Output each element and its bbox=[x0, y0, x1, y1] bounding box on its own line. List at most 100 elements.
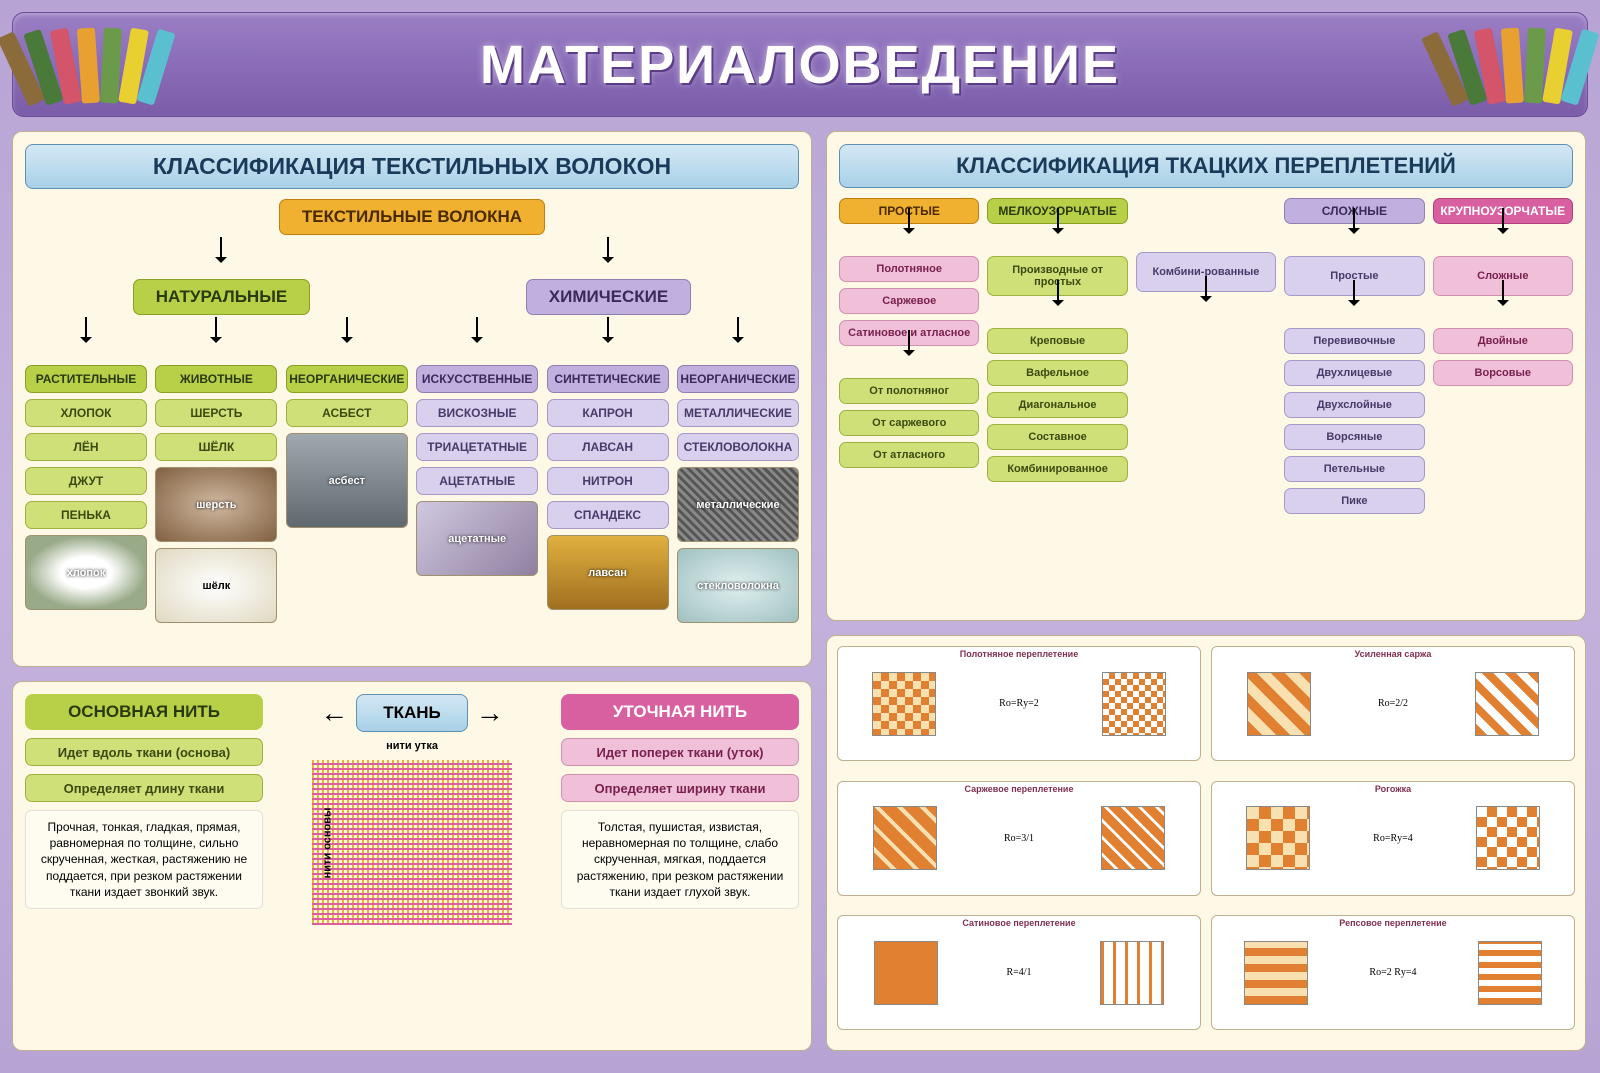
item: ДЖУТ bbox=[25, 467, 147, 495]
pattern-formula: Rо=Rу=2 bbox=[999, 698, 1039, 709]
syn-head: СИНТЕТИЧЕСКИЕ bbox=[547, 365, 669, 393]
pattern-box: Сатиновое переплетение R=4/1 bbox=[837, 915, 1201, 1030]
pattern-box: Репсовое переплетение Rо=2 Rу=4 bbox=[1211, 915, 1575, 1030]
pattern-swatch-icon bbox=[1476, 806, 1540, 870]
weave-sub2-item: От полотняног bbox=[839, 378, 979, 404]
weave-item: Диагональное bbox=[987, 392, 1127, 418]
item: ШЕРСТЬ bbox=[155, 399, 277, 427]
glass-image-icon: стекловолокна bbox=[677, 548, 799, 623]
pattern-title: Полотняное переплетение bbox=[960, 649, 1078, 659]
pattern-formula: Rо=2/2 bbox=[1378, 698, 1408, 709]
pattern-swatch-icon bbox=[1244, 941, 1308, 1005]
item: АЦЕТАТНЫЕ bbox=[416, 467, 538, 495]
pattern-swatch-icon bbox=[1102, 672, 1166, 736]
pattern-formula: Rо=Rу=4 bbox=[1373, 833, 1413, 844]
weft-col: УТОЧНАЯ НИТЬ Идет поперек ткани (уток) О… bbox=[561, 694, 799, 909]
weave-item: Составное bbox=[987, 424, 1127, 450]
warp-label: нити основы bbox=[321, 807, 333, 878]
pattern-swatch-icon bbox=[1247, 672, 1311, 736]
warp-desc: Прочная, тонкая, гладкая, прямая, равном… bbox=[25, 810, 263, 909]
weave-item: Двухслойные bbox=[1284, 392, 1424, 418]
weave-item: Двойные bbox=[1433, 328, 1573, 354]
pattern-swatch-icon bbox=[1100, 941, 1164, 1005]
paper-fan-left-icon bbox=[28, 18, 148, 113]
pattern-swatch-icon bbox=[872, 672, 936, 736]
item: ТРИАЦЕТАТНЫЕ bbox=[416, 433, 538, 461]
arrow-right-icon: → bbox=[468, 697, 512, 729]
weave-item: Ворсовые bbox=[1433, 360, 1573, 386]
item: ВИСКОЗНЫЕ bbox=[416, 399, 538, 427]
pattern-swatch-icon bbox=[873, 806, 937, 870]
item: АСБЕСТ bbox=[286, 399, 408, 427]
pattern-swatch-icon bbox=[1478, 941, 1542, 1005]
weave-diagram-icon bbox=[312, 760, 512, 925]
pattern-swatch-icon bbox=[874, 941, 938, 1005]
weave-item: Вафельное bbox=[987, 360, 1127, 386]
item: ХЛОПОК bbox=[25, 399, 147, 427]
weaves-header: КЛАССИФИКАЦИЯ ТКАЦКИХ ПЕРЕПЛЕТЕНИЙ bbox=[839, 144, 1573, 188]
weave-col: ПРОСТЫЕПолотняноеСаржевоеСатиновое и атл… bbox=[839, 198, 979, 514]
weave-col: СЛОЖНЫЕПростыеПеревивочныеДвухлицевыеДву… bbox=[1284, 198, 1424, 514]
pattern-box: Саржевое переплетениеRо=3/1 bbox=[837, 781, 1201, 896]
weave-item: Петельные bbox=[1284, 456, 1424, 482]
weft-item: Определяет ширину ткани bbox=[561, 774, 799, 802]
animal-head: ЖИВОТНЫЕ bbox=[155, 365, 277, 393]
weave-item: Комбинированное bbox=[987, 456, 1127, 482]
pattern-title: Репсовое переплетение bbox=[1339, 918, 1446, 928]
pattern-formula: Rо=2 Rу=4 bbox=[1369, 967, 1416, 978]
metal-image-icon: металлические bbox=[677, 467, 799, 542]
item: МЕТАЛЛИЧЕСКИЕ bbox=[677, 399, 799, 427]
col-chem-inorg: НЕОРГАНИЧЕСКИЕ МЕТАЛЛИЧЕСКИЕ СТЕКЛОВОЛОК… bbox=[677, 339, 799, 623]
warp-item: Определяет длину ткани bbox=[25, 774, 263, 802]
col-synthetic: СИНТЕТИЧЕСКИЕ КАПРОН ЛАВСАН НИТРОН СПАНД… bbox=[547, 339, 669, 623]
arrow-left-icon: ← bbox=[312, 697, 356, 729]
main-grid: КЛАССИФИКАЦИЯ ТЕКСТИЛЬНЫХ ВОЛОКОН ТЕКСТИ… bbox=[12, 131, 1588, 1051]
weave-col: Комбини-рованные bbox=[1136, 198, 1276, 514]
item: ШЁЛК bbox=[155, 433, 277, 461]
col-animal: ЖИВОТНЫЕ ШЕРСТЬ ШЁЛК шерсть шёлк bbox=[155, 339, 277, 623]
acetate-image-icon: ацетатные bbox=[416, 501, 538, 576]
pattern-swatch-icon bbox=[1475, 672, 1539, 736]
natural-label: НАТУРАЛЬНЫЕ bbox=[133, 279, 310, 315]
weaves-panel: КЛАССИФИКАЦИЯ ТКАЦКИХ ПЕРЕПЛЕТЕНИЙ ПРОСТ… bbox=[826, 131, 1586, 621]
weft-label: нити утка bbox=[386, 740, 438, 752]
item: СТЕКЛОВОЛОКНА bbox=[677, 433, 799, 461]
warp-title: ОСНОВНАЯ НИТЬ bbox=[25, 694, 263, 730]
col-nat-inorg: НЕОРГАНИЧЕСКИЕ АСБЕСТ асбест bbox=[286, 339, 408, 623]
weave-item: Ворсяные bbox=[1284, 424, 1424, 450]
weave-col: МЕЛКОУЗОРЧАТЫЕПроизводные от простыхКреп… bbox=[987, 198, 1127, 514]
weave-item: Двухлицевые bbox=[1284, 360, 1424, 386]
item: ЛАВСАН bbox=[547, 433, 669, 461]
weave-col: КРУПНОУЗОРЧАТЫЕСложныеДвойныеВорсовые bbox=[1433, 198, 1573, 514]
asbestos-image-icon: асбест bbox=[286, 433, 408, 528]
weave-item: Креповые bbox=[987, 328, 1127, 354]
weave-sub2-item: От атласного bbox=[839, 442, 979, 468]
cinorg-head: НЕОРГАНИЧЕСКИЕ bbox=[677, 365, 799, 393]
patterns-panel: Полотняное переплетение Rо=Rу=2 Усиленная … bbox=[826, 635, 1586, 1051]
weft-title: УТОЧНАЯ НИТЬ bbox=[561, 694, 799, 730]
chemical-label: ХИМИЧЕСКИЕ bbox=[526, 279, 691, 315]
art-head: ИСКУССТВЕННЫЕ bbox=[416, 365, 538, 393]
weft-item: Идет поперек ткани (уток) bbox=[561, 738, 799, 766]
warp-item: Идет вдоль ткани (основа) bbox=[25, 738, 263, 766]
weft-desc: Толстая, пушистая, извистая, неравномерн… bbox=[561, 810, 799, 909]
pattern-box: Усиленная саржаRо=2/2 bbox=[1211, 646, 1575, 761]
fabric-center: ТКАНЬ bbox=[356, 694, 468, 732]
lavsan-image-icon: лавсан bbox=[547, 535, 669, 610]
pattern-title: Саржевое переплетение bbox=[965, 784, 1074, 794]
weave-item: Пике bbox=[1284, 488, 1424, 514]
pattern-box: Полотняное переплетение Rо=Rу=2 bbox=[837, 646, 1201, 761]
pattern-title: Сатиновое переплетение bbox=[962, 918, 1075, 928]
weave-item: Саржевое bbox=[839, 288, 979, 314]
pattern-swatch-icon bbox=[1101, 806, 1165, 870]
fabric-panel: ОСНОВНАЯ НИТЬ Идет вдоль ткани (основа) … bbox=[12, 681, 812, 1051]
warp-col: ОСНОВНАЯ НИТЬ Идет вдоль ткани (основа) … bbox=[25, 694, 263, 909]
fibers-panel: КЛАССИФИКАЦИЯ ТЕКСТИЛЬНЫХ ВОЛОКОН ТЕКСТИ… bbox=[12, 131, 812, 667]
weave-item: Перевивочные bbox=[1284, 328, 1424, 354]
fibers-header: КЛАССИФИКАЦИЯ ТЕКСТИЛЬНЫХ ВОЛОКОН bbox=[25, 144, 799, 189]
col-artificial: ИСКУССТВЕННЫЕ ВИСКОЗНЫЕ ТРИАЦЕТАТНЫЕ АЦЕ… bbox=[416, 339, 538, 623]
title-bar: МАТЕРИАЛОВЕДЕНИЕ bbox=[12, 12, 1588, 117]
pattern-title: Рогожка bbox=[1375, 784, 1411, 794]
pattern-formula: R=4/1 bbox=[1006, 967, 1031, 978]
item: СПАНДЕКС bbox=[547, 501, 669, 529]
